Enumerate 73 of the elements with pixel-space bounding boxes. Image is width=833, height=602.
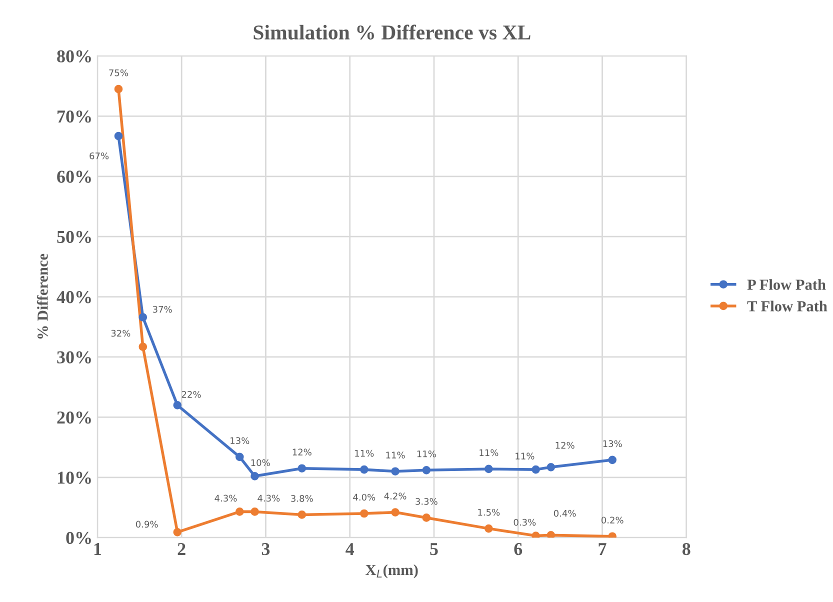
point — [250, 472, 259, 480]
legend-label: T Flow Path — [747, 300, 828, 312]
point — [173, 528, 182, 536]
data-label: 3.3% — [416, 498, 438, 505]
y-tick-label: 0% — [66, 532, 91, 544]
data-label: 13% — [230, 437, 250, 444]
data-label: 0.2% — [601, 516, 624, 524]
point — [360, 465, 368, 474]
point — [360, 509, 368, 518]
data-label: 37% — [152, 306, 172, 313]
x-tick-label: 2 — [178, 543, 186, 555]
y-tick-label: 80% — [57, 50, 91, 62]
point — [298, 510, 306, 519]
point — [173, 400, 182, 410]
point — [422, 514, 431, 522]
data-label: 4.3% — [214, 494, 237, 502]
point — [532, 465, 540, 474]
data-label: 0.9% — [136, 520, 158, 528]
y-axis-title: % Difference — [36, 254, 48, 339]
x-tick-label: 6 — [514, 543, 522, 556]
data-label: 22% — [182, 391, 201, 398]
x-tick-label: 5 — [430, 543, 438, 556]
x-axis-title: X$_{L}$(mm) — [366, 564, 418, 578]
point — [391, 467, 400, 476]
point — [532, 532, 540, 538]
point — [298, 464, 306, 473]
data-label: 13% — [603, 440, 622, 448]
x-tick-label: 3 — [262, 543, 270, 556]
data-label: 4.2% — [384, 492, 406, 500]
point — [546, 531, 556, 538]
y-tick-label: 70% — [58, 110, 91, 123]
data-label: 11% — [516, 452, 534, 460]
data-label: 4.0% — [353, 494, 376, 501]
data-label: 4.3% — [258, 494, 280, 502]
x-tick-label: 1 — [94, 543, 102, 555]
legend-label: P Flow Path — [747, 279, 826, 290]
data-label: 3.8% — [291, 495, 313, 502]
point — [250, 508, 259, 516]
y-tick-label: 30% — [57, 351, 91, 364]
point — [114, 132, 123, 140]
data-label: 67% — [90, 152, 109, 160]
point — [546, 462, 556, 472]
point — [484, 464, 493, 474]
data-label: 11% — [480, 449, 498, 456]
data-label: 10% — [251, 459, 270, 466]
x-tick-label: 7 — [598, 543, 606, 555]
data-label: 32% — [111, 330, 130, 337]
data-label: 1.5% — [478, 508, 500, 516]
point — [235, 508, 244, 516]
data-label: 11% — [355, 450, 374, 457]
point — [422, 466, 431, 474]
point — [608, 456, 617, 464]
point — [114, 84, 123, 94]
data-label: 11% — [417, 450, 436, 458]
y-tick-label: 20% — [57, 411, 91, 424]
point — [235, 452, 244, 462]
point — [138, 313, 148, 322]
data-label: 12% — [556, 442, 574, 449]
y-tick-label: 40% — [56, 291, 91, 304]
data-label: 11% — [386, 452, 405, 459]
point — [484, 524, 493, 533]
data-label: 75% — [109, 69, 128, 76]
point — [138, 342, 148, 351]
y-tick-label: 60% — [57, 170, 91, 183]
point — [391, 508, 400, 516]
data-label: 0.3% — [514, 518, 536, 526]
data-label: 0.4% — [554, 510, 576, 517]
y-tick-label: 50% — [57, 230, 91, 244]
y-tick-label: 10% — [58, 472, 91, 484]
x-tick-label: 8 — [682, 542, 690, 556]
chart-title: Simulation % Difference vs XL — [254, 24, 530, 40]
x-tick-label: 4 — [346, 543, 354, 555]
data-label: 12% — [292, 448, 312, 456]
